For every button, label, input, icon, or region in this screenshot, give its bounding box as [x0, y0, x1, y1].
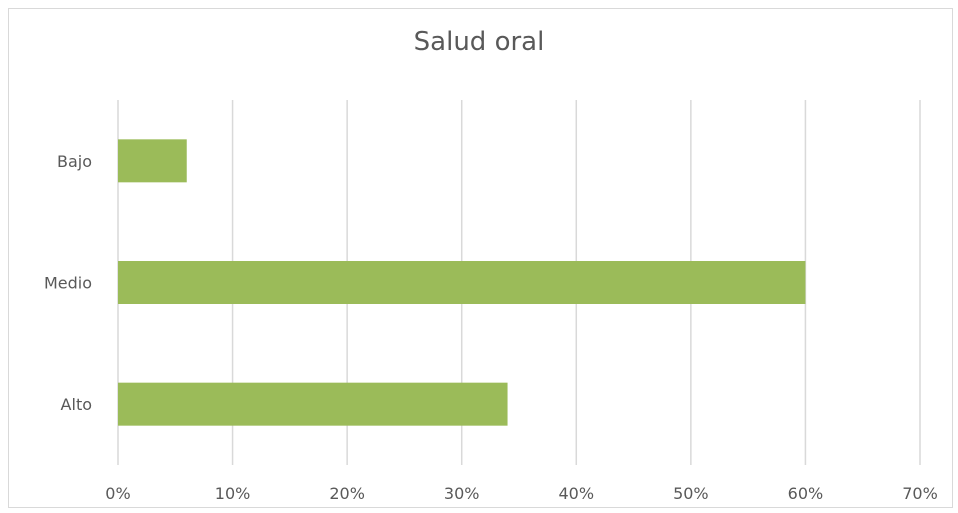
category-label: Medio [44, 274, 92, 293]
bar-alto [118, 382, 508, 426]
x-tick-label: 50% [673, 484, 709, 503]
x-tick-label: 40% [559, 484, 595, 503]
category-labels: Bajo Medio Alto [44, 152, 92, 414]
bar-bajo [118, 139, 187, 183]
x-tick-labels: 0% 10% 20% 30% 40% 50% 60% 70% [105, 484, 937, 503]
chart-title: Salud oral [413, 27, 545, 57]
x-tick-label: 20% [329, 484, 365, 503]
x-tick-label: 10% [215, 484, 251, 503]
x-tick-label: 70% [902, 484, 938, 503]
category-label: Bajo [57, 152, 92, 171]
category-label: Alto [61, 395, 92, 414]
x-tick-label: 30% [444, 484, 480, 503]
x-tick-label: 60% [788, 484, 824, 503]
bar-medio [118, 261, 806, 304]
x-tick-label: 0% [105, 484, 130, 503]
bars [118, 139, 806, 426]
